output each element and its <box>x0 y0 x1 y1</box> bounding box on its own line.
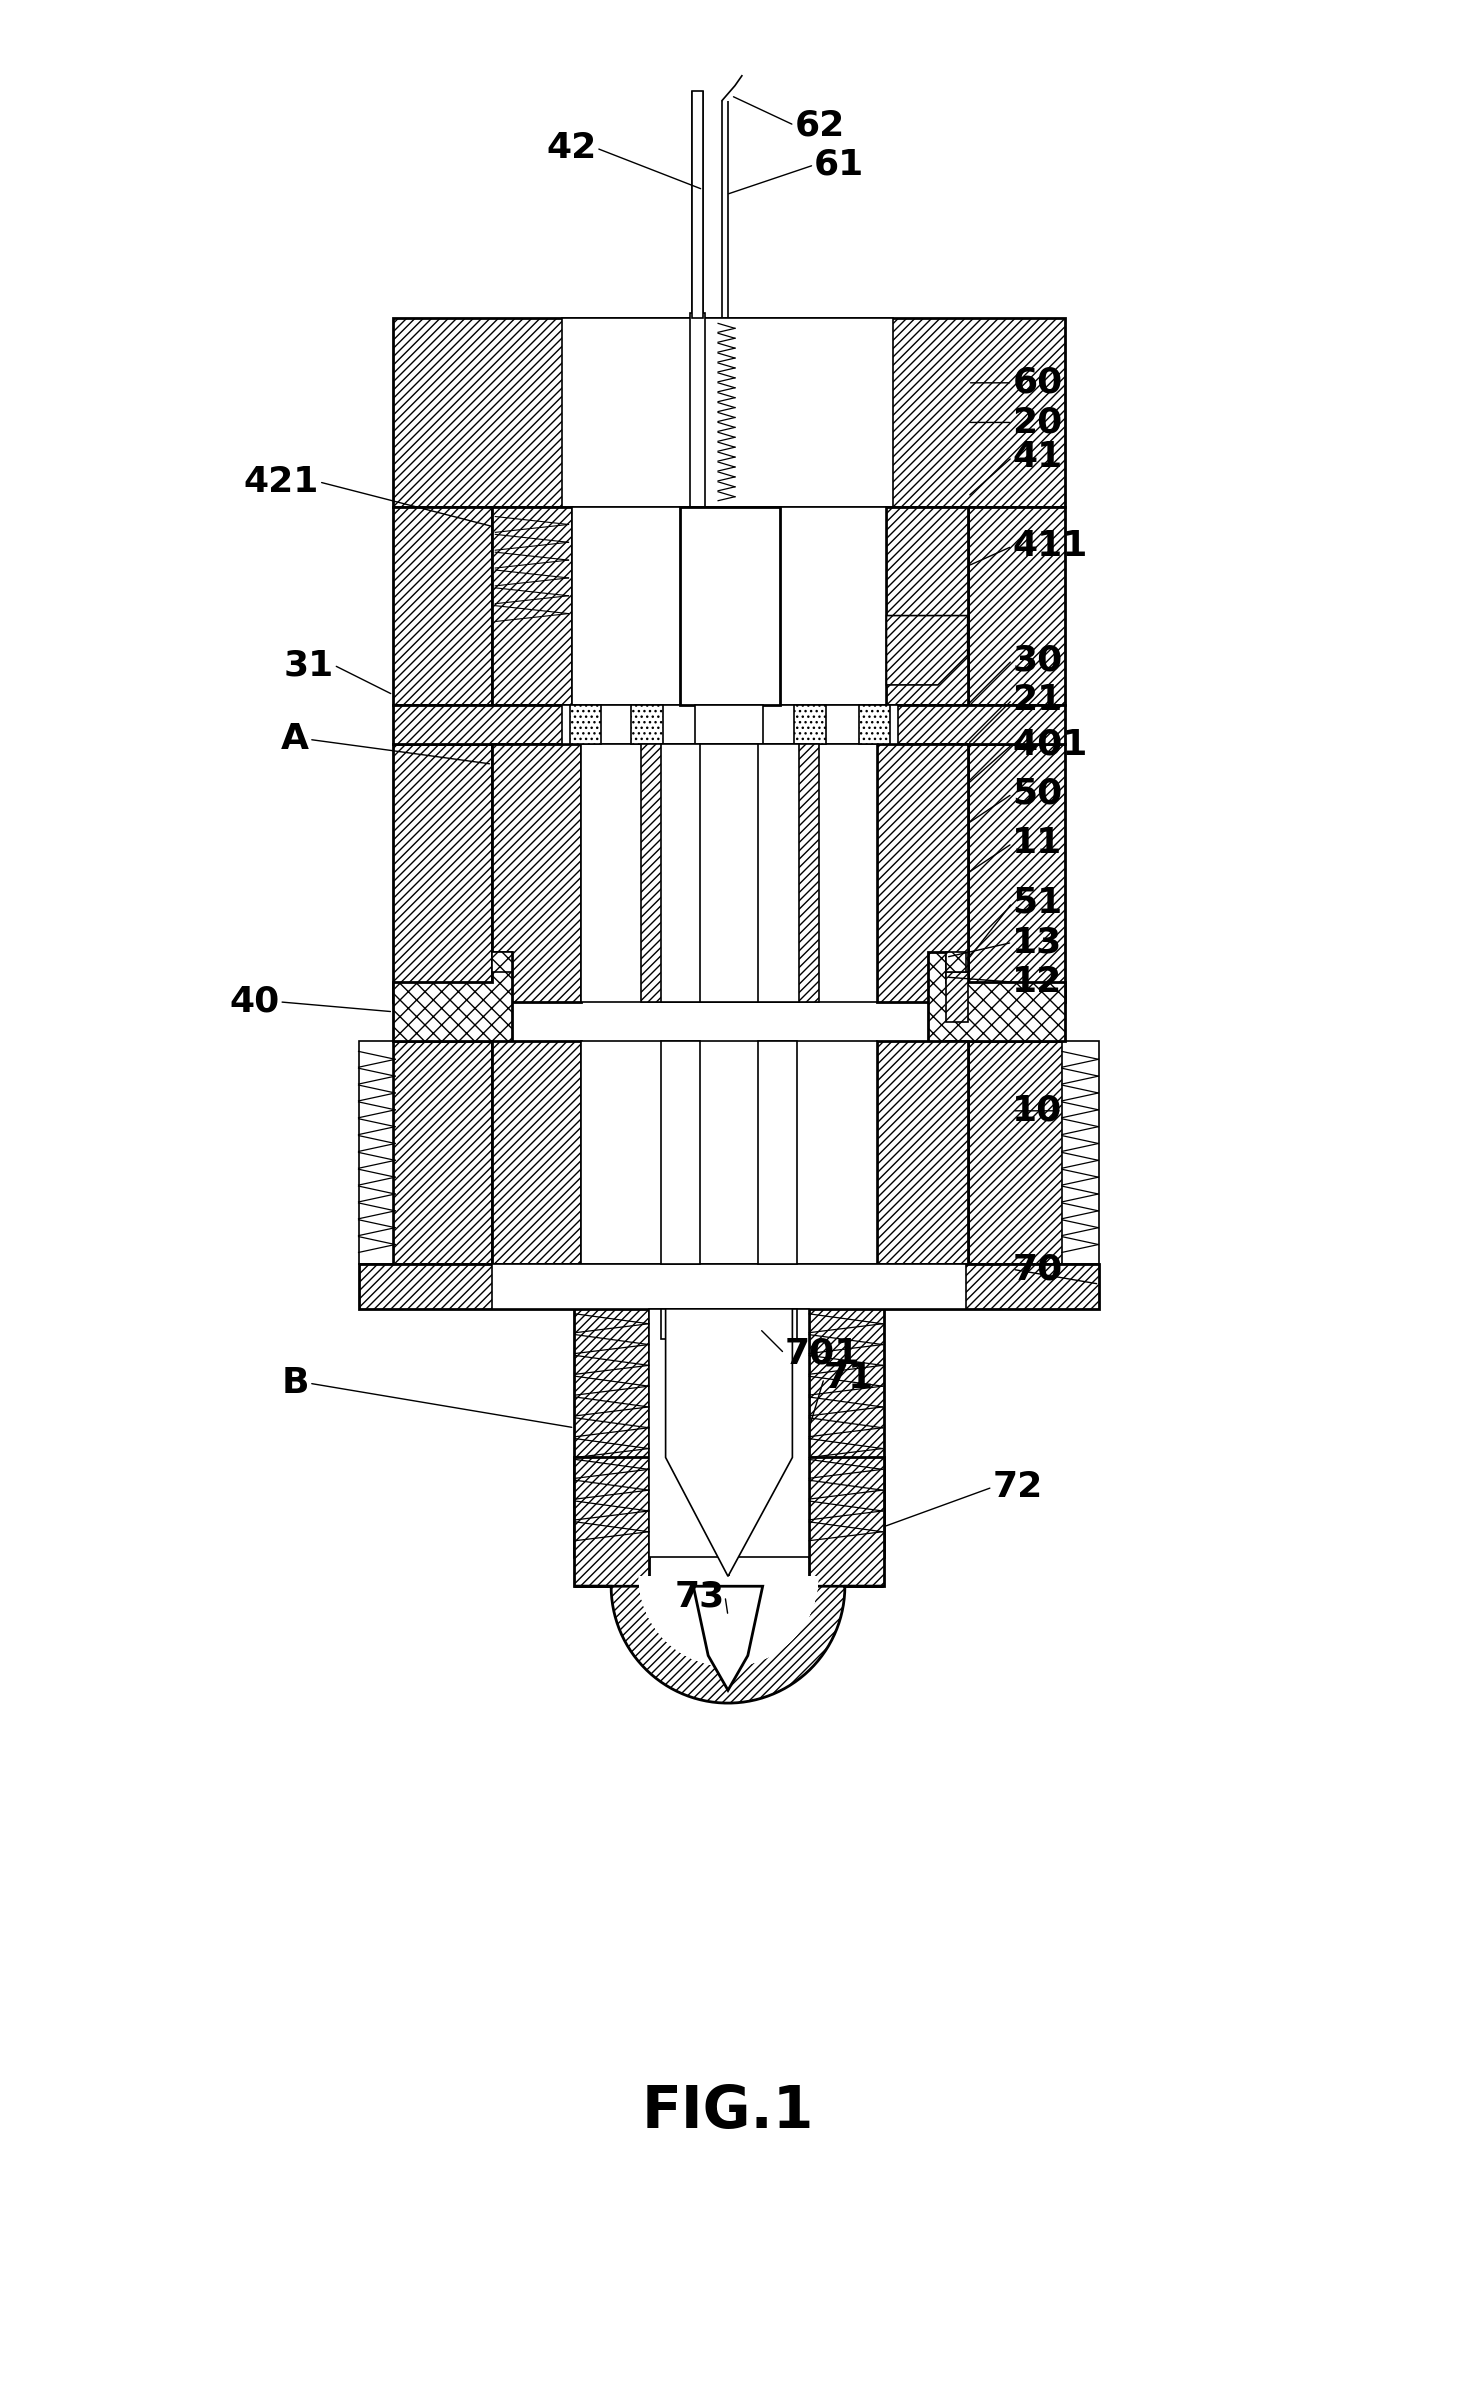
Text: 411: 411 <box>1013 528 1087 564</box>
Bar <box>561 705 899 743</box>
Bar <box>758 1042 797 1264</box>
Text: 51: 51 <box>1013 887 1062 920</box>
Bar <box>393 743 492 1001</box>
Bar <box>581 1042 877 1264</box>
Bar <box>492 507 571 705</box>
Text: 73: 73 <box>675 1580 726 1613</box>
Text: 12: 12 <box>1013 966 1062 999</box>
Bar <box>648 1310 809 1556</box>
Bar <box>886 507 967 705</box>
Bar <box>858 705 890 743</box>
Bar <box>967 1042 1065 1264</box>
Polygon shape <box>648 1587 809 1666</box>
Bar <box>561 318 893 507</box>
Polygon shape <box>574 1587 883 1704</box>
Text: 72: 72 <box>992 1470 1043 1503</box>
Polygon shape <box>928 951 1065 1061</box>
Text: 61: 61 <box>814 148 864 182</box>
Text: 62: 62 <box>794 108 845 143</box>
Polygon shape <box>393 318 1065 507</box>
Bar <box>492 1042 581 1264</box>
Polygon shape <box>492 951 511 973</box>
Text: 421: 421 <box>243 466 319 500</box>
Text: 21: 21 <box>1013 684 1062 717</box>
Bar <box>492 743 581 1001</box>
Bar <box>641 743 819 1001</box>
Polygon shape <box>393 951 511 1061</box>
Text: 30: 30 <box>1013 643 1062 676</box>
Bar <box>358 1264 1100 1310</box>
Bar <box>574 1310 648 1556</box>
Text: 13: 13 <box>1013 925 1062 958</box>
Text: A: A <box>281 722 309 755</box>
Bar <box>631 705 663 743</box>
Bar <box>1062 1042 1100 1264</box>
Bar <box>695 705 762 743</box>
Bar <box>571 507 886 705</box>
Bar <box>660 1042 701 1264</box>
Bar <box>794 705 826 743</box>
Polygon shape <box>886 617 967 686</box>
Bar <box>809 1458 883 1587</box>
Bar <box>967 507 1065 705</box>
Polygon shape <box>666 1310 793 1577</box>
Bar <box>581 743 877 1001</box>
Bar <box>358 1042 393 1264</box>
Bar <box>946 973 967 1021</box>
Bar <box>393 1042 492 1264</box>
Bar <box>393 507 492 705</box>
Text: 701: 701 <box>784 1336 860 1369</box>
Text: 20: 20 <box>1013 406 1062 440</box>
Bar <box>701 743 758 1001</box>
Bar <box>877 743 967 1001</box>
Text: 10: 10 <box>1013 1095 1062 1128</box>
Text: 40: 40 <box>229 985 280 1018</box>
Bar <box>809 1310 883 1556</box>
Polygon shape <box>694 1587 762 1690</box>
Bar <box>660 743 800 1001</box>
Text: 70: 70 <box>1013 1252 1062 1286</box>
Text: B: B <box>281 1367 309 1401</box>
Text: 31: 31 <box>284 648 334 681</box>
Bar <box>691 313 705 507</box>
Text: 41: 41 <box>1013 440 1062 473</box>
Text: 50: 50 <box>1013 777 1062 810</box>
Text: 401: 401 <box>1013 727 1087 762</box>
Text: FIG.1: FIG.1 <box>643 2082 814 2139</box>
Polygon shape <box>946 951 966 973</box>
Bar <box>692 91 704 318</box>
Bar <box>877 1042 967 1264</box>
Text: 60: 60 <box>1013 366 1062 399</box>
Bar <box>967 743 1065 1001</box>
Text: 11: 11 <box>1013 827 1062 860</box>
Bar <box>680 507 779 705</box>
Text: 71: 71 <box>825 1362 874 1396</box>
Bar <box>393 705 1065 743</box>
Bar <box>660 1310 797 1338</box>
Text: 42: 42 <box>546 131 596 165</box>
Bar <box>492 1264 966 1310</box>
Bar <box>570 705 602 743</box>
Bar <box>574 1458 648 1587</box>
